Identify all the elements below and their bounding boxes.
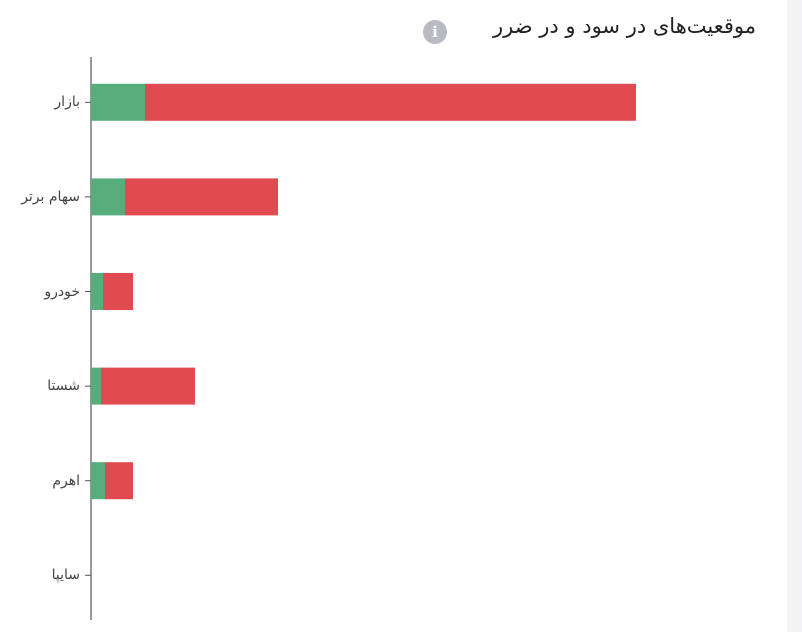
bar-segment <box>91 462 105 500</box>
bar-segment <box>125 178 278 216</box>
bar-segment <box>105 462 133 500</box>
bar-segment <box>91 273 103 310</box>
info-icon[interactable]: i <box>423 20 447 44</box>
bar-segment <box>101 367 195 405</box>
chart-title: موقعیت‌های در سود و در ضرر <box>493 14 756 38</box>
y-tick-label: سایپا <box>51 567 80 584</box>
y-tick-label: خودرو <box>44 283 80 300</box>
y-tick-label: شستا <box>47 378 80 395</box>
bar-segment <box>145 83 636 121</box>
bar-segment <box>91 367 101 405</box>
scroll-strip <box>787 0 802 632</box>
y-tick-label: اهرم <box>52 472 80 489</box>
bar-segment <box>103 273 133 310</box>
bar-segment <box>91 178 125 216</box>
y-tick-label: بازار <box>54 94 80 111</box>
bar-segment <box>91 83 145 121</box>
y-tick-label: سهام برتر <box>21 188 80 205</box>
